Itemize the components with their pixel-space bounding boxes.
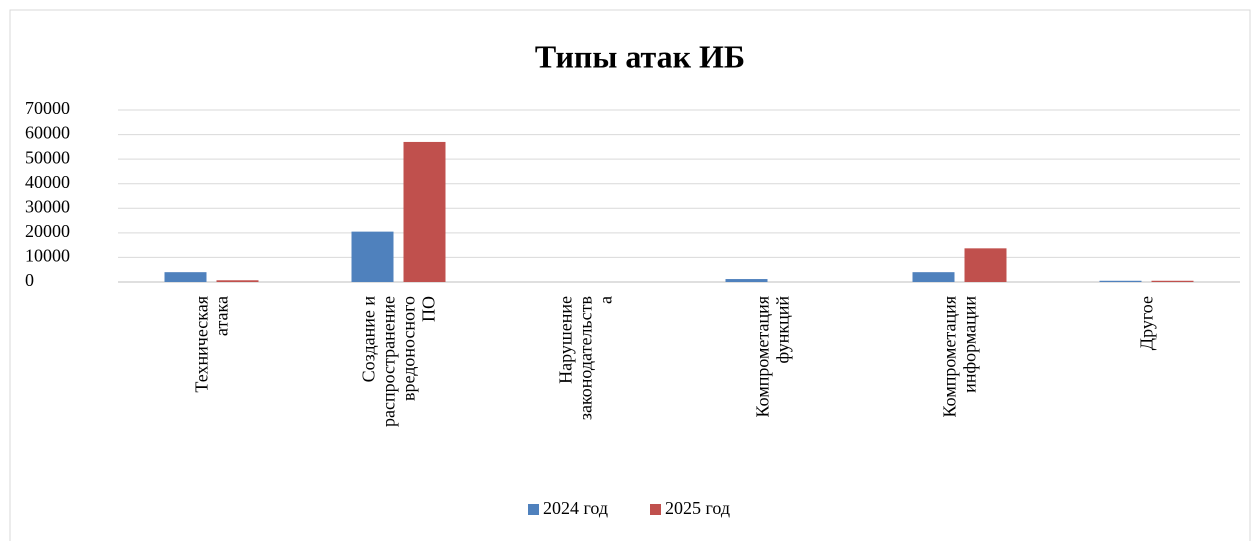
- bar: [403, 141, 446, 282]
- chart-border: [9, 9, 1251, 546]
- x-tick-label: Создание ираспространениевредоносногоПО: [359, 296, 439, 427]
- bar: [725, 279, 768, 282]
- x-tick-label: Компрометацияинформации: [940, 296, 980, 418]
- bar: [964, 248, 1007, 282]
- y-tick-label: 70000: [25, 98, 70, 118]
- legend-swatch: [650, 504, 661, 515]
- y-tick-label: 60000: [25, 123, 70, 143]
- y-tick-label: 40000: [25, 172, 70, 192]
- legend-label: 2025 год: [665, 498, 730, 518]
- y-tick-label: 10000: [25, 246, 70, 266]
- bar: [1099, 280, 1142, 282]
- chart-title: Типы атак ИБ: [535, 38, 745, 74]
- x-tick-label: Техническаяатака: [192, 296, 232, 393]
- x-tick-label: Нарушениезаконодательства: [556, 296, 616, 420]
- x-tick-label: Другое: [1137, 296, 1157, 350]
- legend-label: 2024 год: [543, 498, 608, 518]
- y-tick-label: 30000: [25, 196, 70, 216]
- bar: [351, 231, 394, 282]
- bar: [164, 272, 207, 282]
- y-tick-label: 20000: [25, 221, 70, 241]
- bar: [1151, 280, 1194, 282]
- bar: [216, 280, 259, 282]
- legend-swatch: [528, 504, 539, 515]
- bar: [912, 272, 955, 282]
- x-tick-label: Компрометацияфункций: [753, 296, 793, 418]
- y-tick-label: 50000: [25, 147, 70, 167]
- y-tick-label: 0: [25, 270, 34, 290]
